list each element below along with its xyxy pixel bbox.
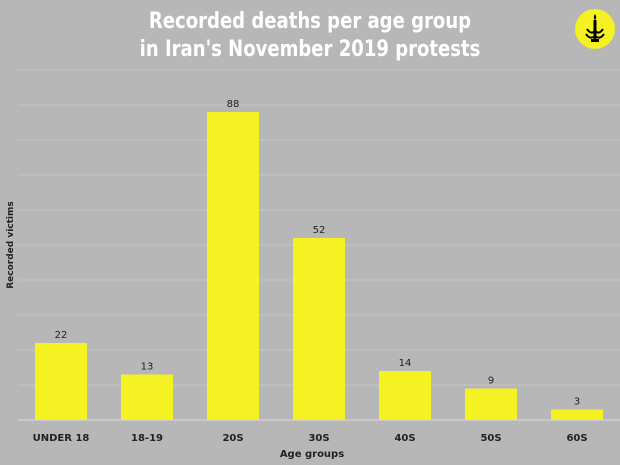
- x-tick-label: 30S: [308, 433, 329, 444]
- bar-under-18: [35, 343, 87, 420]
- x-tick-label: 50S: [480, 433, 501, 444]
- value-labels: 22 13 88 52 14 9 3: [55, 99, 581, 408]
- x-tick-label: 40S: [394, 433, 415, 444]
- bars: [35, 112, 603, 420]
- chart-title-block: Recorded deaths per age group in Iran's …: [0, 8, 620, 64]
- x-tick-label: 60S: [566, 433, 587, 444]
- bar-value-label: 52: [313, 225, 326, 236]
- bar-30s: [293, 238, 345, 420]
- bar-value-label: 3: [574, 397, 580, 408]
- bar-60s: [551, 409, 603, 420]
- x-tick-labels: UNDER 18 18-19 20S 30S 40S 50S 60S: [33, 433, 588, 444]
- bar-18-19: [121, 374, 173, 420]
- chart-title: Recorded deaths per age group: [148, 9, 472, 34]
- y-axis-label: Recorded victims: [6, 201, 16, 289]
- x-tick-label: 18-19: [131, 433, 163, 444]
- bar-40s: [379, 371, 431, 420]
- bar-value-label: 9: [488, 376, 494, 387]
- x-tick-label: UNDER 18: [33, 433, 90, 444]
- bar-50s: [465, 388, 517, 420]
- bar-value-label: 22: [55, 330, 68, 341]
- x-tick-label: 20S: [222, 433, 243, 444]
- bar-20s: [207, 112, 259, 420]
- bar-value-label: 13: [141, 362, 154, 373]
- bar-value-label: 14: [399, 358, 412, 369]
- chart-subtitle: in Iran's November 2019 protests: [139, 37, 481, 62]
- bar-value-label: 88: [227, 99, 240, 110]
- candle-logo-icon: [574, 8, 616, 50]
- x-axis-label: Age groups: [280, 449, 344, 460]
